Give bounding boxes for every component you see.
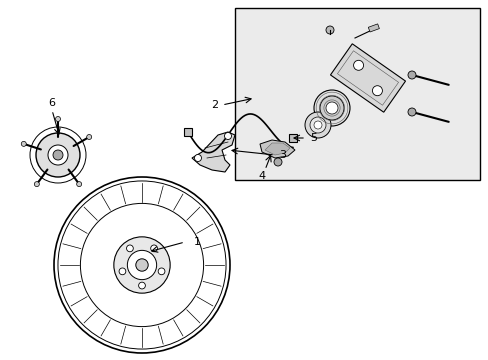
Circle shape <box>114 237 170 293</box>
Text: 6: 6 <box>48 98 55 108</box>
Circle shape <box>136 259 148 271</box>
Circle shape <box>273 158 282 166</box>
Circle shape <box>21 141 26 147</box>
Polygon shape <box>192 132 235 172</box>
Circle shape <box>353 60 363 70</box>
Circle shape <box>126 245 133 252</box>
Text: 3: 3 <box>279 150 286 160</box>
Circle shape <box>150 245 157 252</box>
Circle shape <box>77 182 81 186</box>
Circle shape <box>48 145 68 165</box>
Circle shape <box>325 26 333 34</box>
Bar <box>183 128 192 136</box>
Circle shape <box>305 112 330 138</box>
Text: 4: 4 <box>258 171 265 181</box>
Polygon shape <box>264 143 289 155</box>
Circle shape <box>319 96 343 120</box>
Circle shape <box>86 135 91 140</box>
Circle shape <box>407 71 415 79</box>
Circle shape <box>372 86 382 96</box>
Polygon shape <box>330 44 405 112</box>
Text: 2: 2 <box>211 100 218 110</box>
Circle shape <box>119 268 125 275</box>
Circle shape <box>313 90 349 126</box>
Bar <box>235 8 479 180</box>
Circle shape <box>34 182 39 186</box>
Circle shape <box>313 121 321 129</box>
Circle shape <box>309 117 325 133</box>
Polygon shape <box>260 140 294 158</box>
Bar <box>288 134 296 142</box>
Circle shape <box>224 132 231 139</box>
Circle shape <box>407 108 415 116</box>
Circle shape <box>36 133 80 177</box>
Circle shape <box>53 150 63 160</box>
Circle shape <box>194 154 201 162</box>
Circle shape <box>158 268 164 275</box>
Text: 5: 5 <box>310 133 317 143</box>
Text: 1: 1 <box>193 237 200 247</box>
Circle shape <box>55 117 61 122</box>
Circle shape <box>80 203 203 327</box>
Bar <box>367 24 379 32</box>
Circle shape <box>54 177 229 353</box>
Circle shape <box>127 250 156 280</box>
Circle shape <box>138 282 145 289</box>
Circle shape <box>325 102 337 114</box>
